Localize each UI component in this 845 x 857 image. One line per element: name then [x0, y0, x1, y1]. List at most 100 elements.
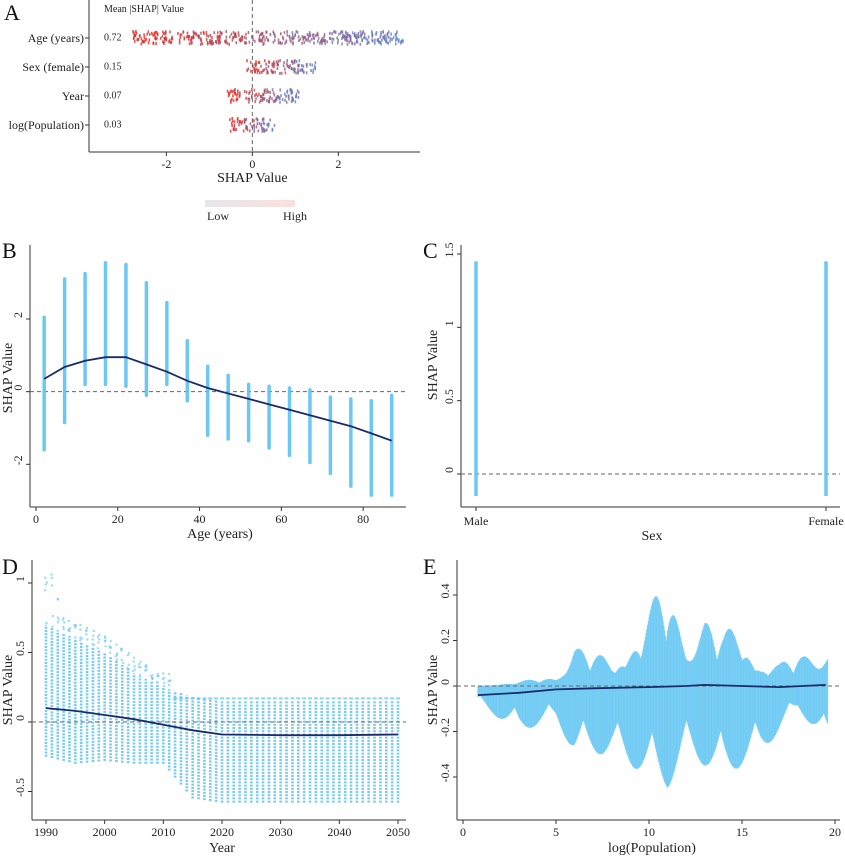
shap-point: [44, 576, 47, 579]
shap-point: [261, 70, 263, 74]
shap-point: [138, 662, 141, 666]
shap-point: [296, 89, 299, 93]
x-tick-label: 2: [335, 157, 341, 171]
y-tick-label: -0.5: [13, 778, 27, 797]
shap-point: [346, 35, 349, 39]
shap-point: [115, 653, 119, 656]
shap-point: [257, 30, 260, 34]
shap-point: [255, 125, 258, 129]
shap-point: [323, 32, 326, 36]
shap-point: [231, 117, 233, 120]
shap-point: [360, 35, 362, 39]
shap-point: [205, 37, 208, 41]
shap-point: [267, 65, 270, 68]
shap-point: [255, 30, 258, 34]
shap-point: [127, 663, 130, 666]
shap-point: [301, 68, 304, 72]
shap-point: [253, 129, 255, 133]
x-tick-label: 2050: [386, 825, 410, 839]
shap-point: [258, 38, 260, 42]
shap-point: [62, 616, 65, 620]
shap-point: [244, 118, 247, 122]
shap-point: [306, 64, 308, 68]
shap-point: [245, 117, 248, 121]
shap-point: [153, 33, 155, 37]
shap-point: [271, 127, 274, 131]
shap-point: [285, 39, 288, 43]
shap-point: [261, 118, 264, 122]
shap-point: [135, 31, 138, 35]
shap-point: [168, 684, 171, 687]
shap-point: [286, 33, 289, 37]
shap-point: [211, 39, 214, 43]
shap-point: [337, 38, 339, 42]
shap-point: [144, 38, 147, 42]
shap-point: [354, 34, 356, 38]
shap-point: [229, 99, 232, 103]
shap-point: [238, 119, 241, 123]
x-tick-label: 2040: [327, 825, 351, 839]
shap-point: [275, 98, 278, 102]
shap-point: [266, 99, 268, 103]
shap-point: [289, 64, 291, 68]
shap-point: [179, 33, 182, 37]
shap-point: [85, 626, 89, 630]
shap-point: [182, 30, 185, 34]
shap-point: [265, 30, 267, 34]
shap-point: [228, 91, 230, 95]
shap-point: [248, 91, 250, 95]
shap-point: [388, 30, 390, 34]
shap-point: [284, 98, 286, 102]
x-tick-label: -2: [161, 157, 171, 171]
shap-point: [201, 42, 204, 46]
x-tick-label: 2020: [210, 825, 234, 839]
shap-point: [79, 628, 82, 631]
shap-point: [229, 118, 231, 122]
shap-point: [261, 129, 264, 133]
shap-point: [331, 37, 333, 41]
shap-point: [297, 68, 299, 72]
shap-point: [345, 35, 347, 39]
shap-point: [219, 36, 221, 39]
shap-point: [251, 88, 253, 92]
shap-point: [155, 42, 157, 46]
shap-point: [250, 69, 252, 73]
shap-point: [109, 646, 112, 649]
shap-point: [297, 96, 300, 99]
shap-point: [169, 41, 172, 44]
shap-point: [392, 36, 395, 40]
shap-point: [162, 30, 164, 34]
shap-point: [225, 30, 227, 34]
shap-point: [278, 96, 280, 99]
shap-point: [339, 31, 342, 35]
shap-point: [216, 31, 219, 35]
shap-point: [138, 673, 142, 676]
shap-point: [314, 34, 317, 38]
shap-point: [234, 35, 236, 38]
y-tick-label: 0: [442, 467, 456, 473]
shap-point: [261, 39, 264, 43]
legend-low: Low: [207, 209, 229, 223]
shap-point: [251, 118, 254, 122]
y-axis-label: SHAP Value: [1, 655, 16, 725]
shap-point: [273, 33, 276, 37]
y-tick-label: -0.2: [438, 718, 452, 737]
x-tick-label: 10: [643, 825, 655, 839]
shap-point: [225, 39, 227, 43]
shap-point: [342, 35, 344, 39]
shap-point: [115, 658, 119, 661]
shap-point: [275, 60, 278, 64]
shap-point: [279, 100, 281, 104]
shap-point: [231, 38, 234, 42]
y-tick-label: 1: [13, 576, 27, 582]
shap-point: [260, 32, 263, 36]
shap-point: [332, 37, 335, 41]
shap-point: [289, 37, 291, 41]
shap-point: [179, 35, 182, 39]
shap-point: [192, 34, 195, 38]
shap-point: [389, 36, 392, 40]
shap-point: [271, 63, 273, 67]
shap-point: [168, 679, 172, 682]
shap-point: [310, 37, 313, 41]
shap-point: [253, 119, 255, 123]
